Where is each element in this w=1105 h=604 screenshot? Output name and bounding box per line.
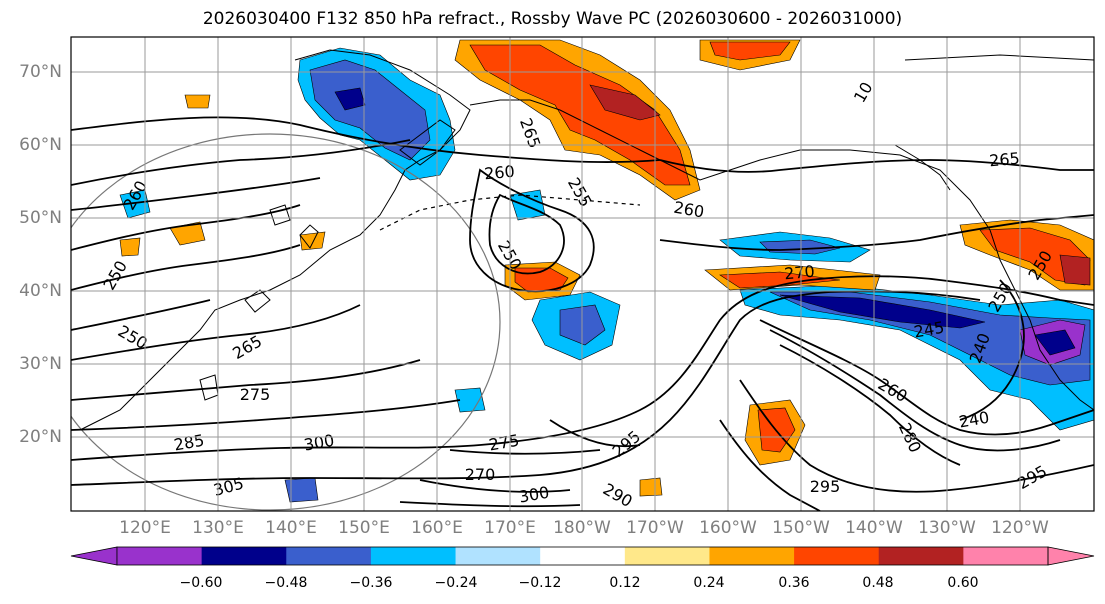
- contour-label: 255: [564, 174, 596, 210]
- colorbar-extend-min: [70, 546, 118, 566]
- lat-label-20n: 20°N: [19, 427, 62, 447]
- colorbar-segment: [286, 547, 372, 565]
- colorbar-segment: [624, 547, 710, 565]
- lat-lon-grid: [71, 37, 1094, 511]
- lat-label-70n: 70°N: [19, 62, 62, 82]
- contour-label: 250: [99, 257, 131, 293]
- region-circle: [71, 133, 501, 511]
- lon-label-170e: 170°E: [484, 518, 536, 538]
- colorbar-tick-label: 0.60: [947, 575, 979, 591]
- lon-label-150e: 150°E: [338, 518, 390, 538]
- theta-contours: [71, 116, 1094, 511]
- colorbar-segment: [878, 547, 964, 565]
- colorbar-tick-label: 0.48: [862, 575, 894, 591]
- colorbar-segment: [117, 547, 203, 565]
- contour-label: 270: [465, 465, 496, 484]
- contour-label: 275: [487, 431, 520, 455]
- lon-label-130w: 130°W: [918, 518, 976, 538]
- colorbar-frame: [116, 546, 1049, 566]
- colorbar: [70, 546, 1095, 566]
- lat-label-50n: 50°N: [19, 208, 62, 228]
- lon-label-160w: 160°W: [699, 518, 757, 538]
- contour-label: 305: [211, 474, 245, 500]
- colorbar-segment: [963, 547, 1049, 565]
- colorbar-segment: [709, 547, 795, 565]
- lon-label-170w: 170°W: [626, 518, 684, 538]
- contour-label: 275: [240, 385, 271, 404]
- colorbar-tick-label: −0.24: [434, 575, 478, 591]
- colorbar-segment: [794, 547, 880, 565]
- coastlines: [79, 49, 1094, 431]
- colorbar-segment: [540, 547, 626, 565]
- colorbar-tick-label: 0.24: [693, 575, 725, 591]
- lon-label-120w: 120°W: [991, 518, 1049, 538]
- contour-label: 10: [850, 79, 877, 106]
- colorbar-segment: [201, 547, 287, 565]
- lon-label-130e: 130°E: [192, 518, 244, 538]
- contour-label: 300: [302, 431, 335, 455]
- lon-label-150w: 150°W: [772, 518, 830, 538]
- lon-label-120e: 120°E: [119, 518, 171, 538]
- colorbar-extend-max: [1047, 546, 1095, 566]
- colorbar-segment: [455, 547, 541, 565]
- colorbar-tick-label: −0.36: [349, 575, 393, 591]
- colorbar-tick-label: 0.36: [778, 575, 810, 591]
- colorbar-tick-label: −0.60: [179, 575, 223, 591]
- map-title: 2026030400 F132 850 hPa refract., Rossby…: [202, 9, 903, 29]
- contour-label: 270: [783, 262, 815, 284]
- lat-label-40n: 40°N: [19, 281, 62, 301]
- contour-label: 240: [957, 408, 990, 432]
- lat-label-60n: 60°N: [19, 135, 62, 155]
- boundary-dashed: [379, 194, 641, 231]
- lat-label-30n: 30°N: [19, 354, 62, 374]
- contour-label: 260: [483, 162, 515, 184]
- contour-label: 290: [600, 479, 636, 511]
- map-frame: [70, 36, 1095, 512]
- shaded-anomaly-field: [119, 39, 1094, 503]
- contour-label: 265: [988, 149, 1020, 171]
- colorbar-tick-label: −0.48: [264, 575, 308, 591]
- lon-label-180w: 180°W: [553, 518, 611, 538]
- contour-label: 300: [517, 483, 550, 507]
- colorbar-tick-label: −0.12: [518, 575, 562, 591]
- lon-label-160e: 160°E: [411, 518, 463, 538]
- contour-label: 295: [609, 427, 645, 461]
- lon-label-140e: 140°E: [265, 518, 317, 538]
- colorbar-tick-label: 0.12: [609, 575, 641, 591]
- contour-label: 295: [810, 477, 841, 496]
- lon-label-140w: 140°W: [845, 518, 903, 538]
- colorbar-segment: [370, 547, 457, 565]
